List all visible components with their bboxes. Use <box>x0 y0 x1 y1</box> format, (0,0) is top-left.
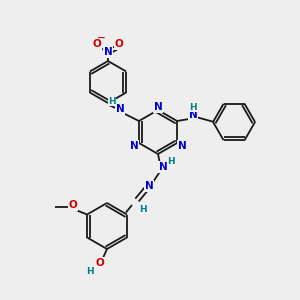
Text: H: H <box>167 158 175 166</box>
Text: O: O <box>93 39 101 49</box>
Text: N: N <box>178 141 186 151</box>
Text: H: H <box>86 266 94 275</box>
Text: O: O <box>96 258 104 268</box>
Text: N: N <box>145 181 153 191</box>
Text: H: H <box>189 103 197 112</box>
Text: O: O <box>115 39 123 49</box>
Text: N: N <box>130 141 138 151</box>
Text: H: H <box>139 205 147 214</box>
Text: N: N <box>154 102 162 112</box>
Text: H: H <box>108 97 116 106</box>
Text: N: N <box>103 47 112 57</box>
Text: N: N <box>116 104 124 114</box>
Text: N: N <box>159 162 167 172</box>
Text: N: N <box>189 110 197 120</box>
Text: O: O <box>69 200 77 211</box>
Text: −: − <box>97 33 105 43</box>
